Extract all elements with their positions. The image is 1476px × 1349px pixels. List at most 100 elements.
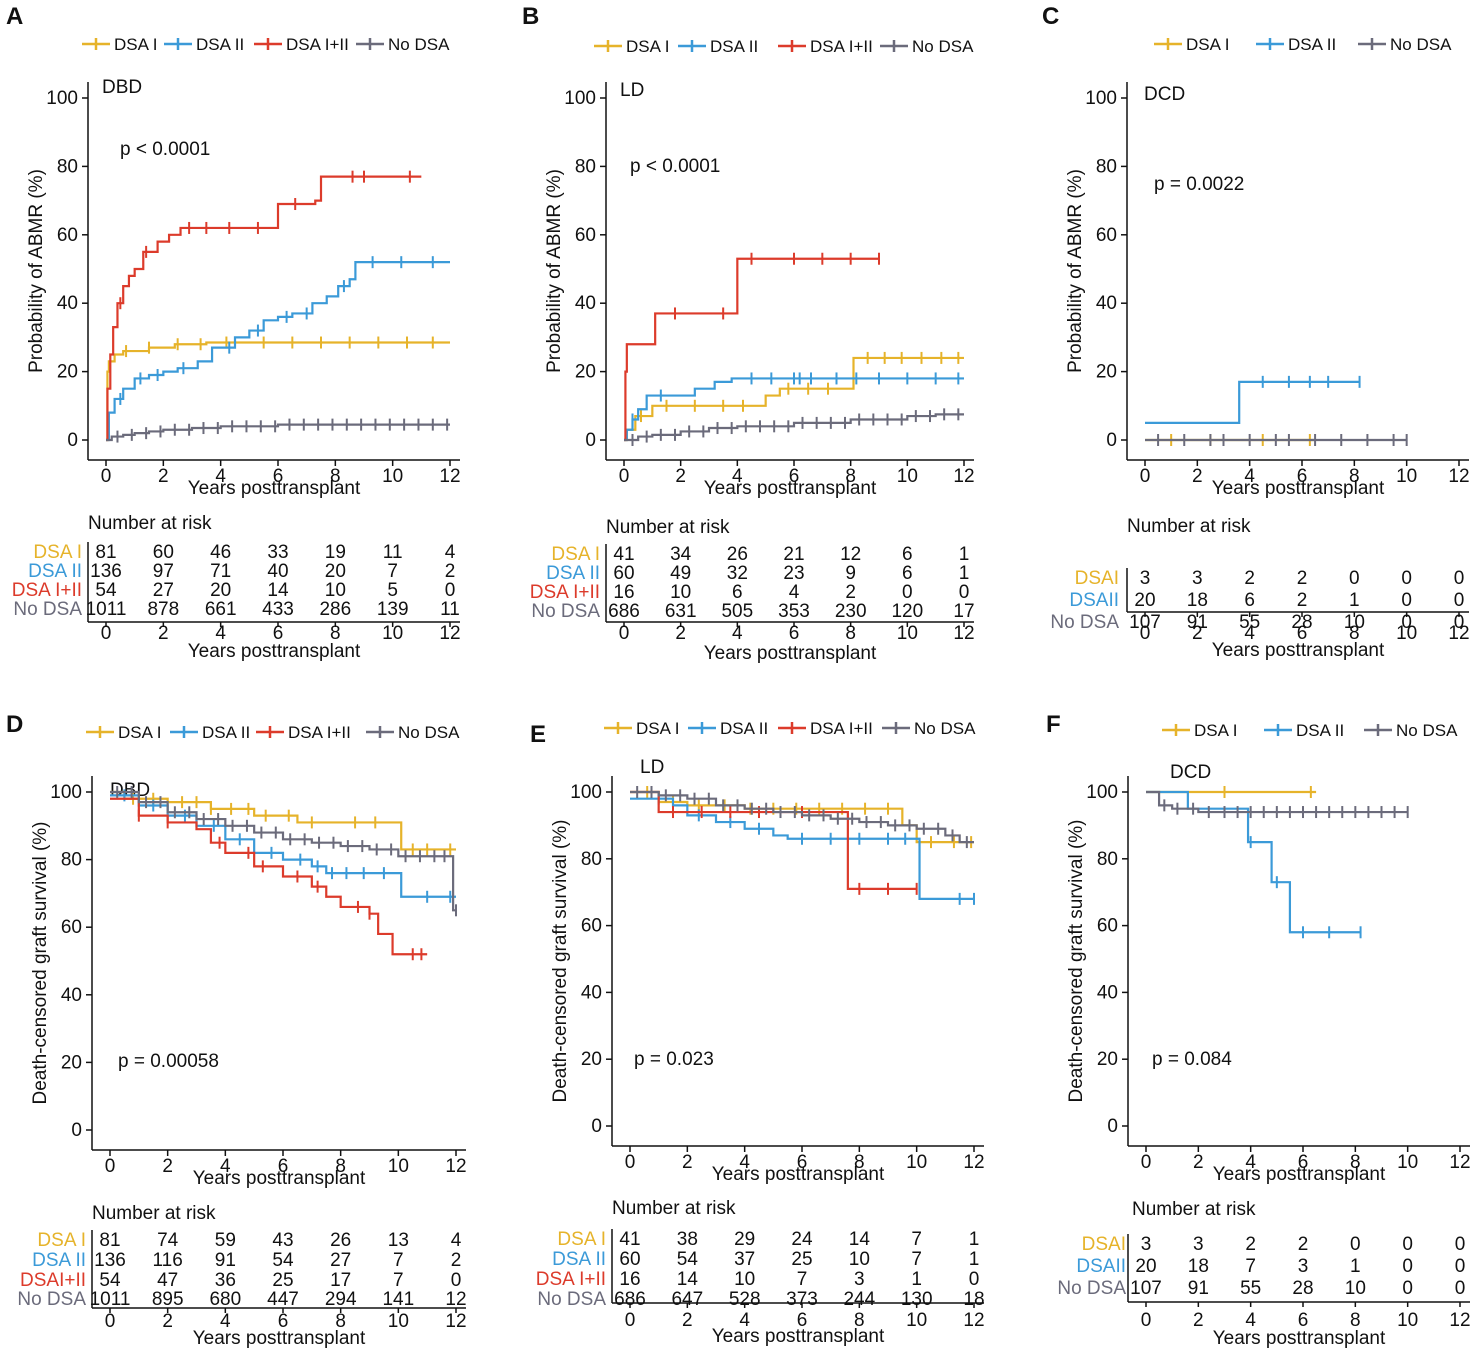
risk-value: 0 bbox=[1455, 1234, 1466, 1255]
risk-value: 3 bbox=[1193, 1234, 1204, 1255]
legend-label: No DSA bbox=[1390, 35, 1452, 54]
panel-letter: A bbox=[6, 3, 23, 30]
risk-value: 895 bbox=[152, 1289, 184, 1310]
y-tick-label: 20 bbox=[575, 362, 596, 383]
risk-value: 5 bbox=[387, 580, 398, 601]
y-tick-label: 40 bbox=[581, 982, 602, 1003]
risk-value: 0 bbox=[1454, 612, 1465, 633]
risk-value: 2 bbox=[845, 582, 856, 603]
y-tick-label: 60 bbox=[57, 225, 78, 246]
risk-value: 0 bbox=[959, 582, 970, 603]
risk-x-tick-label: 10 bbox=[906, 1310, 927, 1331]
risk-row-label: DSA I bbox=[557, 1229, 606, 1250]
series-line bbox=[1146, 790, 1408, 814]
series bbox=[106, 170, 422, 442]
y-tick-label: 0 bbox=[71, 1120, 82, 1141]
series bbox=[624, 372, 964, 442]
risk-value: 7 bbox=[911, 1249, 922, 1270]
y-tick-label: 100 bbox=[570, 782, 602, 803]
risk-x-tick-label: 2 bbox=[1192, 623, 1203, 644]
x-tick-label: 4 bbox=[1245, 1152, 1256, 1173]
series-line bbox=[624, 356, 964, 442]
risk-value: 120 bbox=[891, 601, 923, 622]
x-tick-label: 10 bbox=[897, 466, 918, 487]
p-value: p = 0.084 bbox=[1152, 1049, 1232, 1070]
risk-x-tick-label: 0 bbox=[1140, 623, 1151, 644]
risk-row-label: DSAI bbox=[1075, 568, 1119, 589]
panel-title: DCD bbox=[1144, 84, 1185, 105]
risk-value: 71 bbox=[210, 561, 231, 582]
y-tick-label: 20 bbox=[1097, 1049, 1118, 1070]
risk-x-tick-label: 4 bbox=[215, 623, 226, 644]
risk-value: 91 bbox=[215, 1250, 236, 1271]
x-tick-label: 10 bbox=[1397, 1152, 1418, 1173]
risk-value: 1 bbox=[911, 1269, 922, 1290]
risk-value: 28 bbox=[1291, 612, 1312, 633]
risk-value: 2 bbox=[451, 1250, 462, 1271]
risk-value: 7 bbox=[1245, 1256, 1256, 1277]
x-tick-label: 2 bbox=[1193, 1152, 1204, 1173]
y-tick-label: 80 bbox=[1097, 849, 1118, 870]
risk-value: 107 bbox=[1130, 1278, 1162, 1299]
risk-value: 29 bbox=[734, 1229, 755, 1250]
y-tick-label: 0 bbox=[1107, 1116, 1118, 1137]
risk-value: 1 bbox=[959, 544, 970, 565]
risk-value: 0 bbox=[445, 580, 456, 601]
legend-label: No DSA bbox=[1396, 721, 1458, 740]
risk-value: 36 bbox=[215, 1270, 236, 1291]
legend-item: DSA I+II bbox=[254, 35, 349, 54]
risk-value: 661 bbox=[205, 599, 237, 620]
y-tick-label: 20 bbox=[57, 362, 78, 383]
legend-label: DSA I bbox=[1186, 35, 1229, 54]
risk-value: 11 bbox=[383, 542, 403, 563]
risk-x-tick-label: 6 bbox=[1297, 623, 1308, 644]
risk-x-tick-label: 12 bbox=[445, 1311, 466, 1332]
risk-value: 1011 bbox=[90, 1289, 131, 1310]
risk-value: 40 bbox=[267, 561, 288, 582]
risk-value: 10 bbox=[734, 1269, 755, 1290]
x-tick-label: 6 bbox=[278, 1156, 289, 1177]
risk-value: 6 bbox=[732, 582, 743, 603]
y-tick-label: 100 bbox=[1086, 782, 1118, 803]
legend: DSA I DSA II DSA I+II No DSA bbox=[604, 719, 976, 738]
risk-value: 60 bbox=[619, 1249, 640, 1270]
y-tick-label: 80 bbox=[1096, 156, 1117, 177]
x-tick-label: 4 bbox=[732, 466, 743, 487]
risk-value: 18 bbox=[1188, 1256, 1209, 1277]
x-tick-label: 6 bbox=[1297, 466, 1308, 487]
risk-value: 74 bbox=[157, 1230, 179, 1251]
y-axis-label: Probability of ABMR (%) bbox=[26, 169, 47, 373]
risk-row-label: No DSA bbox=[537, 1289, 606, 1310]
risk-value: 0 bbox=[902, 582, 913, 603]
risk-value: 0 bbox=[1402, 1256, 1413, 1277]
risk-value: 17 bbox=[330, 1270, 351, 1291]
risk-x-axis-label: Years posttransplant bbox=[188, 641, 361, 662]
legend-item: DSA II bbox=[170, 723, 250, 742]
risk-x-tick-label: 12 bbox=[1449, 1310, 1470, 1331]
risk-x-tick-label: 6 bbox=[797, 1310, 808, 1331]
y-tick-label: 0 bbox=[591, 1116, 602, 1137]
x-tick-label: 8 bbox=[335, 1156, 346, 1177]
risk-value: 23 bbox=[783, 563, 804, 584]
risk-value: 10 bbox=[1344, 612, 1365, 633]
legend-item: DSA II bbox=[688, 719, 768, 738]
legend-item: DSA I bbox=[1162, 721, 1237, 740]
series-line bbox=[106, 341, 450, 442]
p-value: p < 0.0001 bbox=[120, 139, 210, 160]
risk-x-tick-label: 0 bbox=[625, 1310, 636, 1331]
risk-value: 11 bbox=[440, 599, 460, 620]
legend-label: No DSA bbox=[912, 37, 974, 56]
risk-row-label: DSA I+II bbox=[12, 580, 82, 601]
x-tick-label: 6 bbox=[789, 466, 800, 487]
legend: DSA I DSA II No DSA bbox=[1154, 35, 1452, 54]
risk-value: 18 bbox=[1187, 590, 1208, 611]
risk-x-tick-label: 8 bbox=[854, 1310, 865, 1331]
x-tick-label: 10 bbox=[382, 466, 403, 487]
series bbox=[110, 797, 428, 961]
risk-value: 0 bbox=[1401, 612, 1412, 633]
panel-letter: E bbox=[530, 721, 546, 748]
x-tick-label: 0 bbox=[625, 1152, 636, 1173]
risk-value: 10 bbox=[325, 580, 346, 601]
